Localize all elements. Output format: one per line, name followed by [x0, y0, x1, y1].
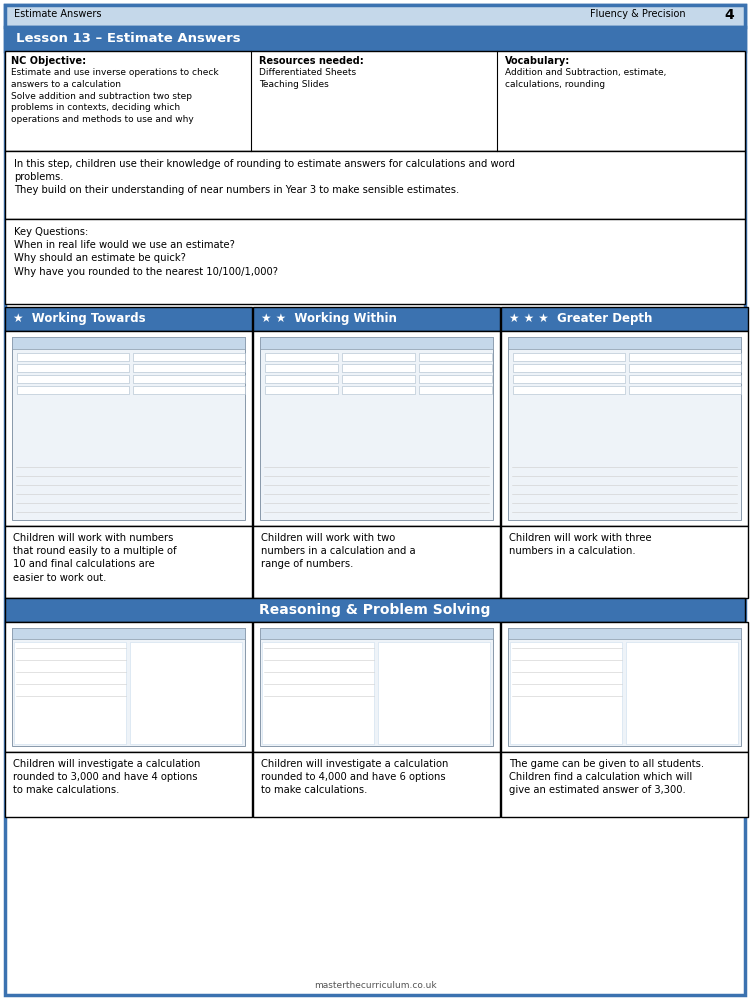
Bar	[260, 337, 493, 520]
Bar	[342, 353, 415, 361]
Bar	[5, 307, 252, 331]
Bar	[5, 331, 252, 526]
Text: Estimate and use inverse operations to check
answers to a calculation
Solve addi: Estimate and use inverse operations to c…	[11, 68, 219, 124]
Bar	[253, 752, 500, 817]
Bar	[5, 51, 745, 151]
Bar	[265, 386, 338, 394]
Bar	[508, 337, 741, 349]
Bar	[253, 331, 500, 526]
Bar	[17, 386, 129, 394]
Text: Reasoning & Problem Solving: Reasoning & Problem Solving	[260, 603, 490, 617]
Bar	[17, 364, 129, 372]
Bar	[17, 353, 129, 361]
Bar	[378, 642, 490, 744]
Bar	[253, 307, 500, 331]
Text: Lesson 13 – Estimate Answers: Lesson 13 – Estimate Answers	[16, 32, 241, 45]
Bar	[629, 353, 741, 361]
Bar	[133, 386, 245, 394]
Bar	[629, 375, 741, 383]
Bar	[419, 364, 492, 372]
Bar	[5, 622, 252, 752]
Bar	[419, 353, 492, 361]
Bar	[265, 364, 338, 372]
Bar	[133, 353, 245, 361]
Bar	[265, 353, 338, 361]
Bar	[130, 642, 242, 744]
Text: Addition and Subtraction, estimate,
calculations, rounding: Addition and Subtraction, estimate, calc…	[505, 68, 666, 89]
Bar	[265, 375, 338, 383]
Bar	[5, 752, 252, 817]
Bar	[17, 375, 129, 383]
Text: Differentiated Sheets
Teaching Slides: Differentiated Sheets Teaching Slides	[259, 68, 356, 89]
Bar	[12, 337, 245, 520]
Text: Children will work with numbers
that round easily to a multiple of
10 and final : Children will work with numbers that rou…	[13, 533, 177, 583]
Bar	[260, 628, 493, 639]
Bar	[629, 364, 741, 372]
Bar	[501, 622, 748, 752]
Bar	[419, 375, 492, 383]
Bar	[253, 622, 500, 752]
Bar	[5, 27, 745, 51]
Text: 4: 4	[724, 8, 734, 22]
Bar	[5, 598, 745, 622]
Text: Children will work with three
numbers in a calculation.: Children will work with three numbers in…	[509, 533, 652, 556]
Bar	[342, 375, 415, 383]
Bar	[12, 628, 245, 639]
Bar	[501, 331, 748, 526]
Bar	[133, 375, 245, 383]
Bar	[342, 386, 415, 394]
Bar	[513, 375, 625, 383]
Bar	[260, 337, 493, 349]
Text: In this step, children use their knowledge of rounding to estimate answers for c: In this step, children use their knowled…	[14, 159, 515, 195]
Bar	[5, 526, 252, 598]
Text: Estimate Answers: Estimate Answers	[14, 9, 101, 19]
Bar	[626, 642, 738, 744]
Bar	[5, 5, 745, 27]
Text: Fluency & Precision: Fluency & Precision	[590, 9, 686, 19]
Bar	[260, 628, 493, 746]
Bar	[12, 337, 245, 349]
Text: ★ ★ ★  Greater Depth: ★ ★ ★ Greater Depth	[509, 312, 652, 325]
Bar	[262, 642, 374, 744]
Text: Children will investigate a calculation
rounded to 4,000 and have 6 options
to m: Children will investigate a calculation …	[261, 759, 448, 795]
Bar	[508, 628, 741, 639]
Bar	[253, 526, 500, 598]
Bar	[501, 307, 748, 331]
Bar	[501, 526, 748, 598]
Bar	[513, 364, 625, 372]
Text: Key Questions:
When in real life would we use an estimate?
Why should an estimat: Key Questions: When in real life would w…	[14, 227, 278, 277]
Text: NC Objective:: NC Objective:	[11, 56, 86, 66]
Bar	[133, 364, 245, 372]
Bar	[12, 628, 245, 746]
Bar	[419, 386, 492, 394]
Text: ★  Working Towards: ★ Working Towards	[13, 312, 146, 325]
Bar	[510, 642, 622, 744]
Text: The game can be given to all students.
Children find a calculation which will
gi: The game can be given to all students. C…	[509, 759, 704, 795]
Text: Children will investigate a calculation
rounded to 3,000 and have 4 options
to m: Children will investigate a calculation …	[13, 759, 200, 795]
Bar	[513, 386, 625, 394]
Text: Vocabulary:: Vocabulary:	[505, 56, 570, 66]
Bar	[508, 337, 741, 520]
Bar	[513, 353, 625, 361]
Bar	[5, 219, 745, 304]
Bar	[342, 364, 415, 372]
Bar	[629, 386, 741, 394]
Bar	[14, 642, 126, 744]
Bar	[508, 628, 741, 746]
Bar	[5, 151, 745, 219]
Text: Children will work with two
numbers in a calculation and a
range of numbers.: Children will work with two numbers in a…	[261, 533, 416, 569]
Bar	[501, 752, 748, 817]
Text: masterthecurriculum.co.uk: masterthecurriculum.co.uk	[314, 981, 436, 990]
Text: Resources needed:: Resources needed:	[259, 56, 364, 66]
Text: ★ ★  Working Within: ★ ★ Working Within	[261, 312, 397, 325]
